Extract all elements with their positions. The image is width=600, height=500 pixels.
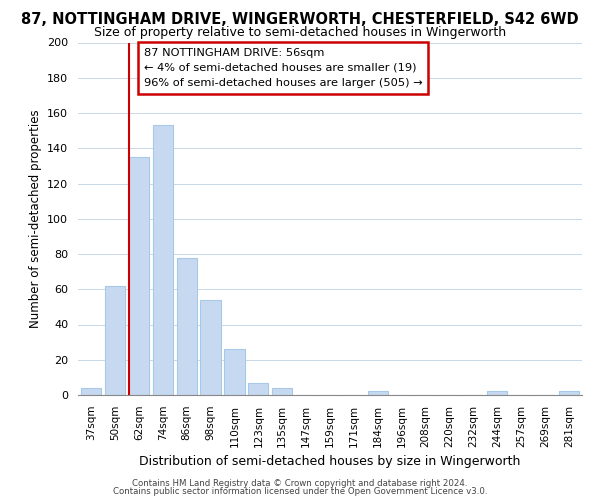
- Text: Contains public sector information licensed under the Open Government Licence v3: Contains public sector information licen…: [113, 487, 487, 496]
- Bar: [248, 382, 268, 395]
- Text: Contains HM Land Registry data © Crown copyright and database right 2024.: Contains HM Land Registry data © Crown c…: [132, 478, 468, 488]
- Bar: [81, 388, 101, 395]
- Bar: [152, 126, 173, 395]
- Bar: [272, 388, 292, 395]
- X-axis label: Distribution of semi-detached houses by size in Wingerworth: Distribution of semi-detached houses by …: [139, 455, 521, 468]
- Bar: [487, 392, 508, 395]
- Bar: [368, 392, 388, 395]
- Bar: [176, 258, 197, 395]
- Bar: [200, 300, 221, 395]
- Bar: [559, 392, 579, 395]
- Y-axis label: Number of semi-detached properties: Number of semi-detached properties: [29, 110, 41, 328]
- Text: 87, NOTTINGHAM DRIVE, WINGERWORTH, CHESTERFIELD, S42 6WD: 87, NOTTINGHAM DRIVE, WINGERWORTH, CHEST…: [21, 12, 579, 28]
- Text: 87 NOTTINGHAM DRIVE: 56sqm
← 4% of semi-detached houses are smaller (19)
96% of : 87 NOTTINGHAM DRIVE: 56sqm ← 4% of semi-…: [143, 48, 422, 88]
- Bar: [105, 286, 125, 395]
- Bar: [129, 157, 149, 395]
- Text: Size of property relative to semi-detached houses in Wingerworth: Size of property relative to semi-detach…: [94, 26, 506, 39]
- Bar: [224, 349, 245, 395]
